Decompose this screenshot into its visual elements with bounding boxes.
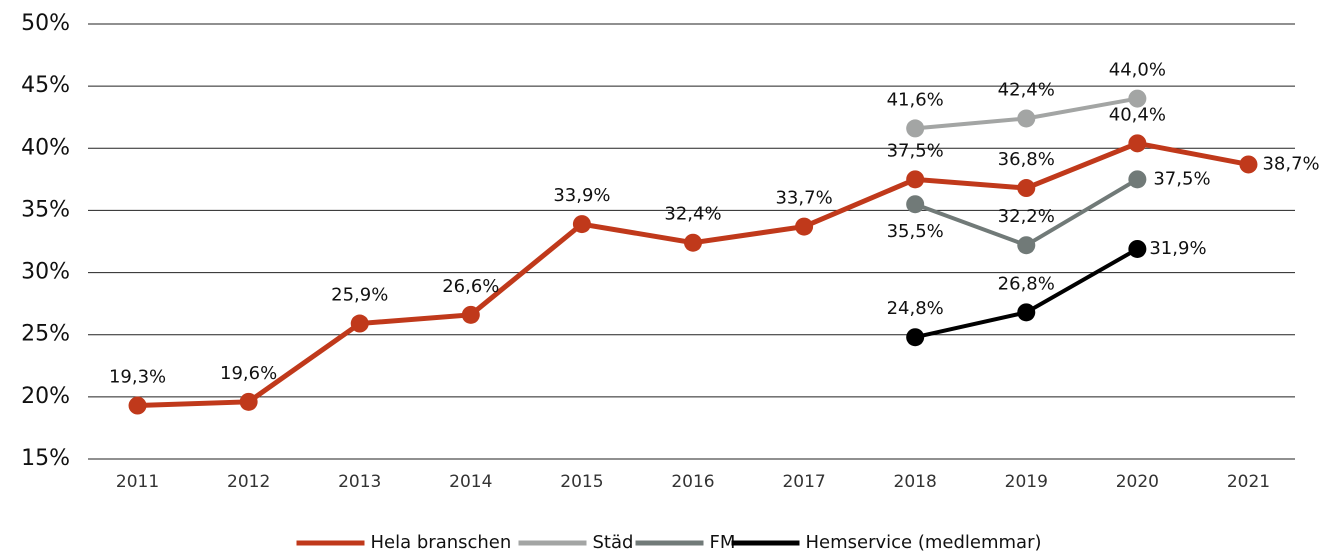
y-tick-label: 20% (21, 384, 70, 409)
data-label: 19,3% (109, 367, 166, 388)
data-point (906, 170, 925, 189)
legend-label: Hemservice (medlemmar) (806, 532, 1042, 553)
y-tick-label: 45% (21, 73, 70, 98)
data-label: 25,9% (331, 285, 388, 306)
data-label: 32,4% (664, 204, 721, 225)
x-tick-label: 2018 (894, 472, 937, 492)
x-tick-label: 2021 (1227, 472, 1270, 492)
series-line (137, 140, 1249, 409)
data-label: 35,5% (887, 221, 944, 242)
x-tick-label: 2016 (671, 472, 714, 492)
data-point (1239, 155, 1258, 174)
y-tick-label: 35% (21, 197, 70, 222)
y-tick-label: 25% (21, 322, 70, 347)
data-label: 36,8% (998, 149, 1055, 170)
y-tick-label: 30% (21, 260, 70, 285)
data-label: 40,4% (1109, 104, 1166, 125)
data-label: 24,8% (887, 298, 944, 319)
data-label: 19,6% (220, 363, 277, 384)
data-point (1128, 89, 1147, 108)
data-label: 26,8% (998, 273, 1055, 294)
y-tick-label: 40% (21, 135, 70, 160)
data-point (1017, 303, 1036, 322)
data-point (1128, 134, 1147, 153)
data-label: 38,7% (1262, 153, 1319, 174)
x-tick-label: 2015 (560, 472, 603, 492)
data-point (239, 392, 258, 411)
x-tick-label: 2020 (1116, 472, 1159, 492)
data-label: 41,6% (887, 89, 944, 110)
data-point (906, 195, 925, 214)
y-tick-label: 15% (21, 446, 70, 471)
data-label: 31,9% (1149, 238, 1206, 259)
data-point (572, 215, 591, 234)
data-label: 26,6% (442, 276, 499, 297)
data-point (684, 233, 702, 252)
data-point (1017, 109, 1036, 128)
x-tick-label: 2017 (782, 472, 825, 492)
x-tick-label: 2019 (1005, 472, 1048, 492)
data-point (906, 119, 925, 138)
data-label: 33,9% (553, 185, 610, 206)
data-label: 33,7% (775, 188, 832, 209)
data-label: 44,0% (1109, 60, 1166, 81)
legend-label: FM (710, 532, 736, 553)
data-point (461, 305, 480, 324)
data-label: 37,5% (1153, 168, 1210, 189)
data-point (906, 328, 925, 347)
data-label: 42,4% (998, 79, 1055, 100)
data-point (1128, 170, 1147, 189)
legend-label: Hela branschen (371, 532, 512, 553)
y-tick-label: 50% (21, 11, 70, 36)
x-tick-label: 2014 (449, 472, 492, 492)
legend-label: Städ (593, 532, 634, 553)
x-tick-label: 2012 (227, 472, 270, 492)
data-point (1017, 236, 1036, 255)
x-tick-label: 2011 (116, 472, 159, 492)
x-tick-label: 2013 (338, 472, 381, 492)
data-label: 37,5% (887, 140, 944, 161)
data-point (1017, 179, 1036, 198)
data-point (128, 396, 147, 415)
data-point (1128, 239, 1147, 258)
data-point (350, 314, 369, 333)
data-point (795, 217, 814, 236)
data-label: 32,2% (998, 206, 1055, 227)
